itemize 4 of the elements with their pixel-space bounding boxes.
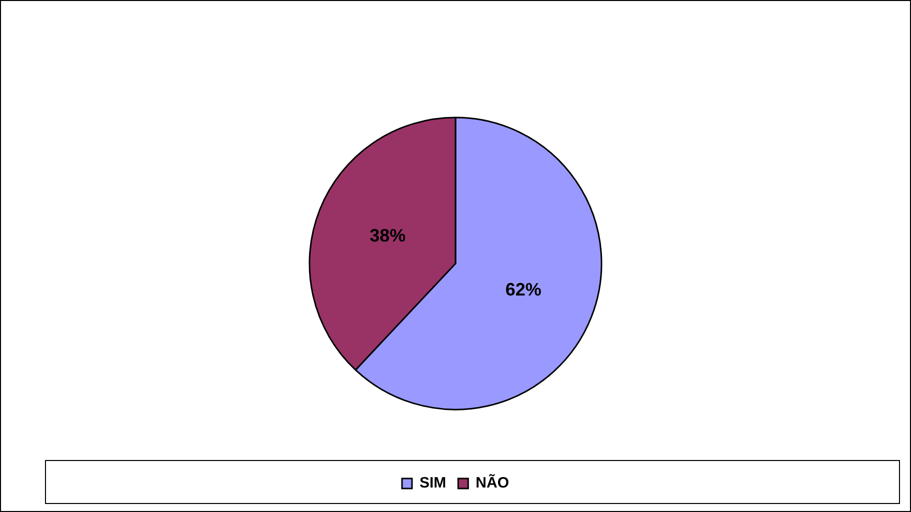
data-label: 62%: [505, 279, 542, 300]
data-label: 38%: [370, 226, 406, 246]
legend-label: NÃO: [476, 474, 510, 492]
legend-label: SIM: [420, 474, 446, 492]
